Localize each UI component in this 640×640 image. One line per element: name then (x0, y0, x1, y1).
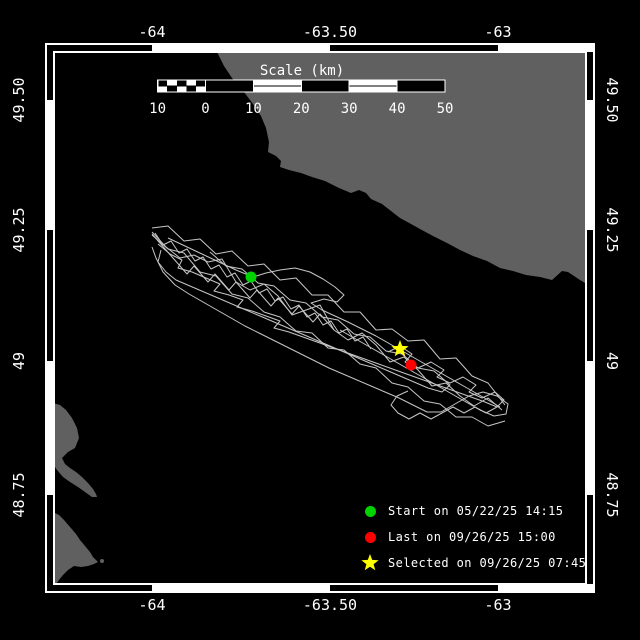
land-polygon (54, 403, 97, 497)
legend-selected-label: Selected on 09/26/25 07:45 (388, 556, 587, 570)
lat-label-left: 49.50 (10, 77, 28, 123)
lat-label-left: 49 (10, 351, 28, 371)
track-line (157, 243, 498, 408)
land-polygon (217, 52, 586, 283)
track-line (151, 225, 506, 406)
track-line (151, 234, 506, 427)
lon-label-top: -63.50 (302, 23, 358, 41)
lat-label-left: 48.75 (10, 472, 28, 518)
start-dot-icon (360, 501, 380, 521)
lon-label-top: -64 (138, 23, 166, 41)
lon-label-bottom: -63 (484, 596, 512, 614)
scalebar-number: 10 (244, 101, 262, 117)
land-polygon (54, 512, 98, 584)
selected-marker[interactable] (391, 340, 409, 357)
selected-star-icon (360, 553, 380, 573)
track-line (151, 233, 335, 331)
scalebar-number: 20 (292, 101, 310, 117)
lat-label-right: 48.75 (603, 472, 621, 518)
scalebar-number: 50 (436, 101, 454, 117)
legend-item-selected: Selected on 09/26/25 07:45 (360, 550, 586, 576)
scalebar-number: 10 (149, 101, 167, 117)
lat-label-right: 49.25 (603, 207, 621, 253)
land-layer (54, 52, 586, 584)
legend-last-label: Last on 09/26/25 15:00 (388, 530, 556, 544)
scalebar-title: Scale (km) (259, 63, 345, 79)
scalebar-number: 0 (201, 101, 210, 117)
scalebar-number: 40 (388, 101, 406, 117)
start-marker[interactable] (245, 271, 257, 283)
legend-item-start: Start on 05/22/25 14:15 (360, 498, 586, 524)
legend-item-last: Last on 09/26/25 15:00 (360, 524, 586, 550)
track-line (154, 232, 372, 350)
map-frame (45, 43, 595, 593)
track-line (387, 345, 505, 420)
lon-label-bottom: -63.50 (302, 596, 358, 614)
lat-label-right: 49 (603, 351, 621, 371)
islet (100, 559, 104, 563)
lat-label-left: 49.25 (10, 207, 28, 253)
last-dot-icon (360, 527, 380, 547)
legend: Start on 05/22/25 14:15 Last on 09/26/25… (360, 498, 586, 576)
marker-layer (245, 271, 417, 371)
lat-label-right: 49.50 (603, 77, 621, 123)
track-line (157, 249, 451, 393)
scalebar-number: 30 (340, 101, 358, 117)
last-marker[interactable] (405, 359, 417, 371)
lon-label-top: -63 (484, 23, 512, 41)
lon-label-bottom: -64 (138, 596, 166, 614)
legend-start-label: Start on 05/22/25 14:15 (388, 504, 564, 518)
scalebar (156, 79, 446, 93)
